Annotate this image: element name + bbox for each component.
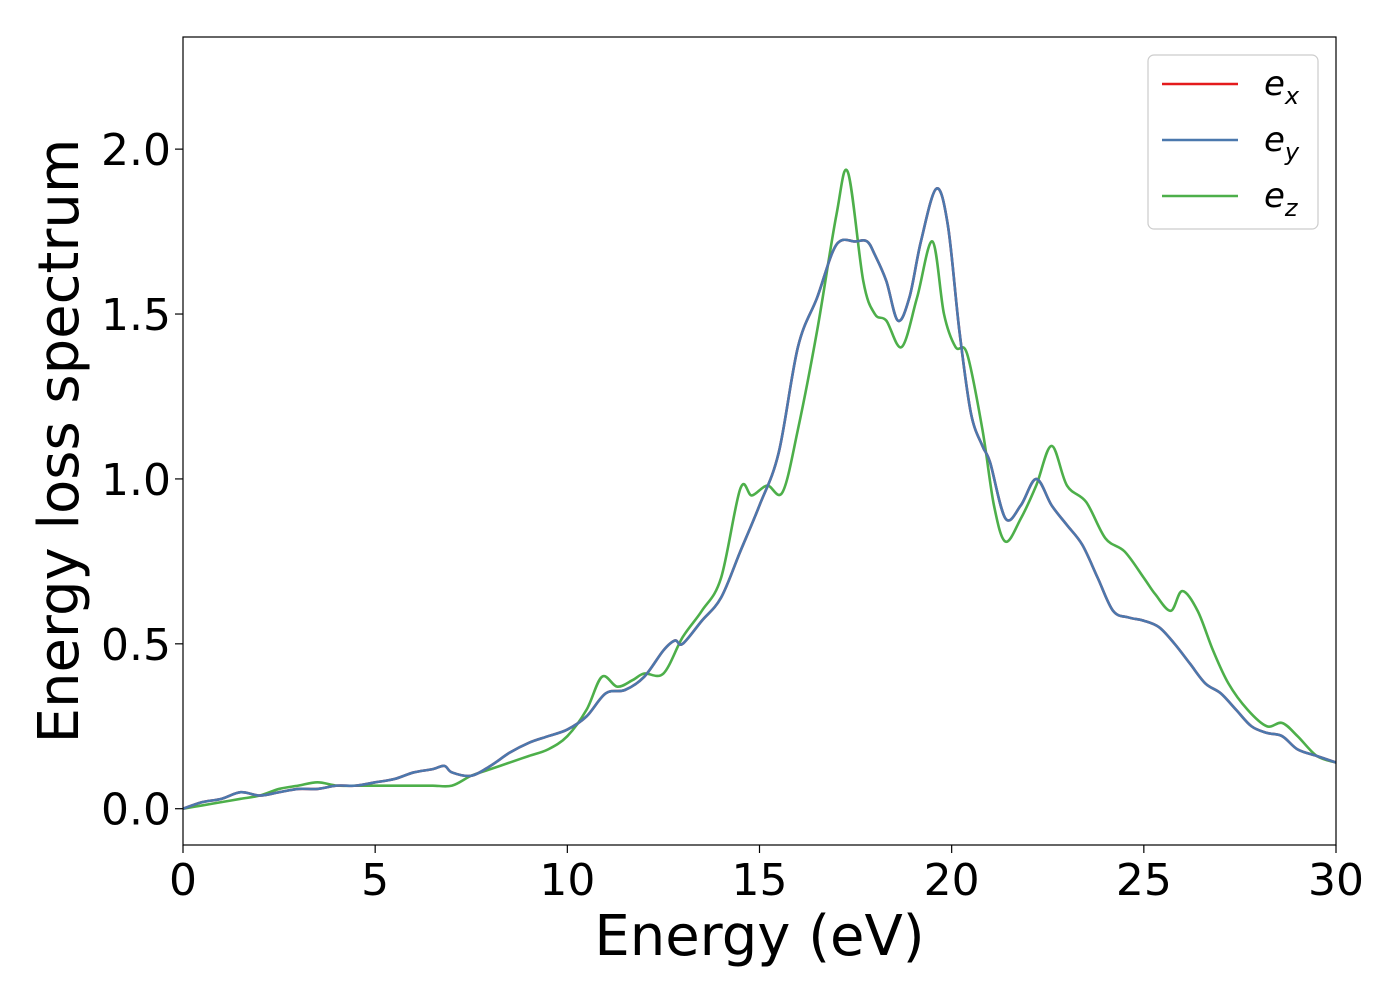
x-tick-label: 10	[539, 855, 595, 906]
x-tick-label: 5	[361, 855, 389, 906]
x-axis-label: Energy (eV)	[594, 904, 924, 969]
legend-label-subscript: z	[1284, 194, 1299, 222]
series-line-z	[183, 168, 1336, 811]
ticks-layer: 0 5 10 15 20 25 30 0.0 0.5 1.0 1.5 2.0	[101, 125, 1364, 906]
y-tick-label: 1.5	[101, 290, 171, 341]
legend-label-subscript: y	[1284, 138, 1300, 166]
legend-label-base: e	[1264, 64, 1285, 104]
series-group	[183, 168, 1336, 811]
legend-label-x: ex	[1264, 64, 1300, 110]
y-tick-label: 0.0	[101, 785, 171, 836]
legend-label-subscript: x	[1284, 82, 1300, 110]
legend-label-z: ez	[1264, 176, 1299, 222]
series-layer	[183, 168, 1336, 811]
x-tick-label: 0	[169, 855, 197, 906]
x-tick-label: 15	[732, 855, 788, 906]
legend-label-base: e	[1264, 120, 1285, 160]
y-tick-label: 0.5	[101, 620, 171, 671]
series-line-y	[183, 187, 1336, 811]
x-tick-label: 20	[924, 855, 980, 906]
x-tick-label: 25	[1116, 855, 1172, 906]
legend-label-y: ey	[1264, 120, 1300, 166]
legend-label-base: e	[1264, 176, 1285, 216]
legend-box	[1147, 54, 1319, 230]
y-tick-label: 1.0	[101, 455, 171, 506]
y-tick-label: 2.0	[101, 125, 171, 176]
y-axis-label: Energy loss spectrum	[27, 139, 92, 744]
x-tick-label: 30	[1308, 855, 1364, 906]
